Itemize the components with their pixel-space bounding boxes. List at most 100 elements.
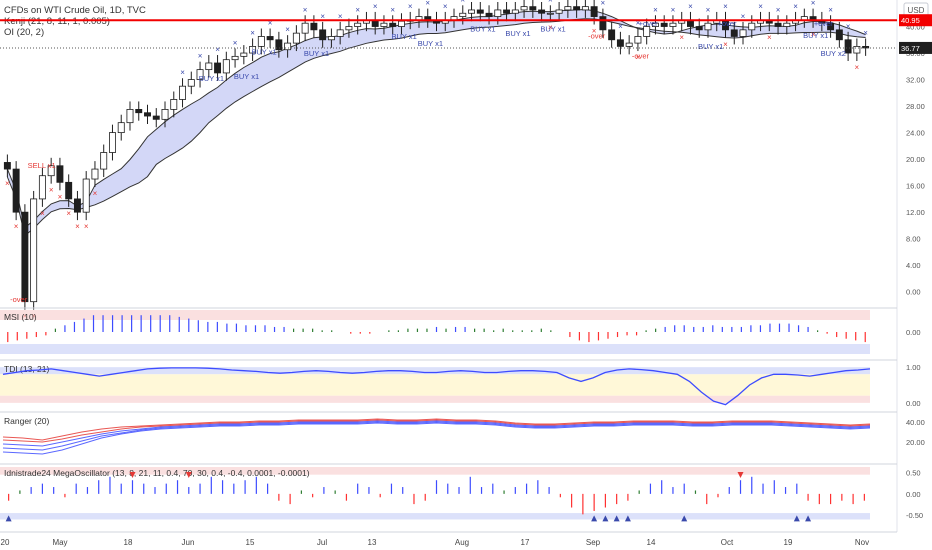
buy-cross-marker: × bbox=[688, 2, 693, 11]
candle bbox=[109, 124, 116, 161]
buy-cross-marker: × bbox=[601, 0, 606, 8]
candle bbox=[161, 101, 169, 128]
candle: × bbox=[30, 190, 38, 321]
price-pane[interactable]: 0.00 4.00 8.00 12.00 16.00 20.00 24.00 28.00 32.… bbox=[0, 0, 932, 321]
candle: × bbox=[581, 0, 589, 18]
candle bbox=[625, 35, 633, 55]
sell-cross-marker: × bbox=[49, 186, 54, 195]
buy-cross-marker: × bbox=[338, 12, 343, 21]
candle bbox=[310, 15, 318, 38]
y-tick-label: 8.00 bbox=[906, 235, 921, 244]
candle: × bbox=[853, 38, 861, 72]
candle-body bbox=[56, 165, 64, 183]
candle-body bbox=[21, 211, 29, 303]
buy-cross-marker: × bbox=[811, 0, 816, 8]
ranger-pane[interactable]: Ranger (20) 40.00 20.00 bbox=[0, 411, 925, 455]
x-tick-label: 20 bbox=[1, 538, 10, 547]
candle bbox=[257, 28, 265, 55]
candle-body bbox=[126, 109, 134, 124]
candle: × bbox=[476, 0, 484, 22]
buy-cross-marker: × bbox=[548, 0, 553, 4]
candle-body bbox=[196, 69, 204, 80]
candle: × bbox=[827, 5, 835, 38]
buy-cross-marker: × bbox=[513, 0, 518, 1]
candle bbox=[538, 1, 546, 22]
buy-cross-marker: × bbox=[495, 0, 500, 1]
candle bbox=[520, 0, 528, 18]
candle bbox=[555, 1, 563, 22]
candle: × bbox=[65, 174, 73, 218]
candle bbox=[100, 144, 108, 178]
buy-label: BUY x1 bbox=[698, 42, 723, 51]
candle-body bbox=[144, 112, 151, 117]
tdi-mid-zone bbox=[0, 374, 870, 396]
candle: ×× bbox=[546, 0, 554, 32]
candle-body bbox=[783, 22, 791, 27]
candle bbox=[503, 1, 511, 22]
buy-cross-marker: × bbox=[653, 5, 658, 14]
candle-body bbox=[292, 32, 300, 44]
candle-body bbox=[73, 198, 81, 213]
candle: × bbox=[319, 12, 327, 48]
x-tick-label: Nov bbox=[855, 538, 869, 547]
ranger-line bbox=[2, 420, 871, 447]
candle-body bbox=[660, 22, 668, 27]
buy-cross-marker: × bbox=[408, 2, 413, 11]
msi-y-tick: 0.00 bbox=[906, 328, 921, 337]
candle bbox=[222, 51, 230, 81]
indicator-label-oi[interactable]: OI (20, 2) bbox=[4, 27, 44, 38]
msi-pane[interactable]: MSI (10) 0.00 bbox=[0, 307, 921, 354]
buy-label: BUY x1 bbox=[505, 29, 530, 38]
buy-cross-marker: × bbox=[846, 22, 851, 31]
tdi-pane[interactable]: TDI (13, 21) 1.00 0.00 bbox=[0, 359, 921, 408]
candle-body bbox=[380, 22, 388, 27]
buy-cross-marker: × bbox=[373, 2, 378, 11]
buy-cross-marker: × bbox=[390, 5, 395, 14]
candle bbox=[135, 101, 143, 121]
candle bbox=[783, 15, 791, 35]
candle-body bbox=[135, 109, 143, 114]
x-tick-label: Aug bbox=[455, 538, 469, 547]
candle-body bbox=[187, 79, 195, 87]
buy-label: BUY x1 bbox=[251, 47, 276, 56]
buy-cross-marker: × bbox=[303, 5, 308, 14]
currency-badge[interactable]: USD bbox=[903, 2, 929, 18]
sell-cross-marker: × bbox=[723, 40, 728, 49]
candle-body bbox=[695, 26, 703, 31]
buy-cross-marker: × bbox=[233, 38, 238, 47]
candle-body bbox=[65, 181, 73, 200]
candle bbox=[608, 21, 616, 48]
candle bbox=[380, 15, 388, 35]
buy-cross-marker: × bbox=[180, 68, 185, 77]
candle: × bbox=[354, 5, 362, 35]
candle: × bbox=[669, 5, 677, 35]
candle-body bbox=[240, 52, 248, 57]
candle: × bbox=[336, 12, 344, 45]
svg-text:USD: USD bbox=[908, 6, 925, 15]
indicator-label-kenji[interactable]: Kenji (21, 8, 11, 1, 0.005) bbox=[4, 16, 110, 27]
buy-cross-marker: × bbox=[776, 5, 781, 14]
sell-label: -over bbox=[632, 51, 650, 60]
ranger-line bbox=[2, 419, 871, 443]
tdi-line bbox=[2, 367, 871, 406]
sell-cross-marker: × bbox=[93, 189, 98, 198]
sell-cross-marker: × bbox=[84, 222, 89, 231]
megaoscillator-pane[interactable]: Idnistrade24 MegaOscillator (13, 8, 21, … bbox=[0, 463, 923, 522]
buy-label: BUY x2 bbox=[821, 49, 846, 58]
y-tick-label: 32.00 bbox=[906, 76, 925, 85]
candle-body bbox=[494, 9, 502, 17]
candle: × bbox=[56, 157, 64, 201]
candle bbox=[835, 21, 843, 48]
candle: × bbox=[616, 22, 624, 55]
x-tick-label: 15 bbox=[246, 538, 255, 547]
y-tick-label: 4.00 bbox=[906, 261, 921, 270]
last-price-text: 36.77 bbox=[901, 44, 920, 53]
mega-buy-triangle bbox=[805, 515, 812, 522]
mega-y-tick: -0.50 bbox=[906, 511, 923, 520]
candle: × bbox=[38, 167, 46, 218]
buy-cross-marker: × bbox=[671, 5, 676, 14]
pane-title: Idnistrade24 MegaOscillator (13, 8, 21, … bbox=[4, 468, 310, 478]
tdi-upper-zone bbox=[0, 367, 870, 375]
candle-body bbox=[651, 22, 659, 27]
